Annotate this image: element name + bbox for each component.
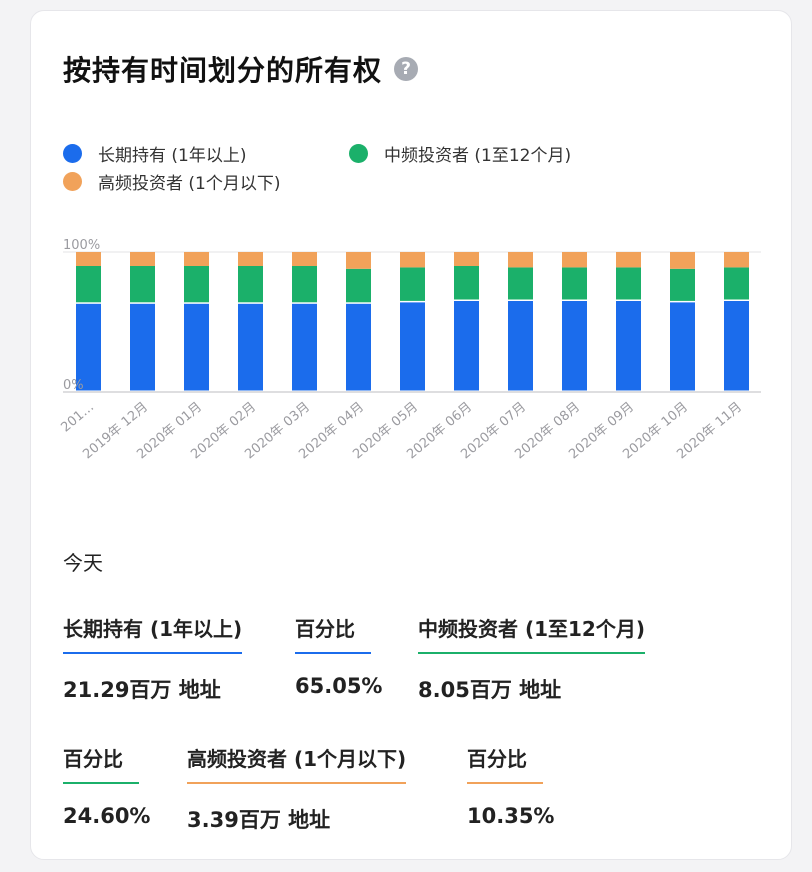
chart-bars xyxy=(76,252,749,391)
bar-segment-2-12 xyxy=(724,252,749,268)
bar-segment-1-1 xyxy=(130,266,155,303)
stat-high-frequency-percent-label: 百分比 xyxy=(467,743,543,784)
stat-long-term-percent-label: 百分比 xyxy=(295,613,371,654)
stat-high-frequency-percent: 百分比 10.35% xyxy=(467,743,554,828)
stat-long-term-percent: 百分比 65.05% xyxy=(295,613,382,698)
bar-segment-2-3 xyxy=(238,252,263,266)
bar-segment-2-0 xyxy=(76,252,101,266)
bar-segment-0-8 xyxy=(508,301,533,391)
bar-segment-2-4 xyxy=(292,252,317,266)
legend-dot-high-frequency xyxy=(63,172,82,191)
stat-long-term-label: 长期持有 (1年以上) xyxy=(63,613,243,654)
bar-segment-0-7 xyxy=(454,301,479,391)
legend-item-mid-frequency[interactable]: 中频投资者 (1至12个月) xyxy=(349,141,571,166)
bar-segment-1-7 xyxy=(454,266,479,300)
bar-segment-0-6 xyxy=(400,302,425,391)
legend-item-long-term[interactable]: 长期持有 (1年以上) xyxy=(63,141,246,166)
title-row: 按持有时间划分的所有权 ? xyxy=(63,49,419,89)
legend-dot-mid-frequency xyxy=(349,144,368,163)
bar-segment-1-3 xyxy=(238,266,263,303)
bar-segment-0-9 xyxy=(562,301,587,391)
stat-high-frequency-label: 高频投资者 (1个月以下) xyxy=(187,743,407,784)
bar-segment-0-12 xyxy=(724,301,749,391)
y-tick-label-min: 0% xyxy=(63,378,84,393)
bar-segment-2-10 xyxy=(616,252,641,268)
x-tick-label: 201… xyxy=(58,400,97,436)
bar-segment-2-7 xyxy=(454,252,479,266)
bar-segment-2-6 xyxy=(400,252,425,268)
bar-segment-2-9 xyxy=(562,252,587,268)
stat-mid-frequency-percent-value: 24.60% xyxy=(63,804,151,828)
legend-label-high-frequency: 高频投资者 (1个月以下) xyxy=(98,174,281,194)
stat-mid-frequency-value: 8.05百万 地址 xyxy=(418,678,562,702)
stat-mid-frequency: 中频投资者 (1至12个月) 8.05百万 地址 xyxy=(418,613,645,704)
bar-segment-1-2 xyxy=(184,266,209,303)
help-icon[interactable]: ? xyxy=(394,57,419,81)
stat-high-frequency: 高频投资者 (1个月以下) 3.39百万 地址 xyxy=(187,743,407,834)
ownership-card: 按持有时间划分的所有权 ? 长期持有 (1年以上) 中频投资者 (1至12个月)… xyxy=(30,10,792,860)
bar-segment-0-11 xyxy=(670,302,695,391)
bar-segment-2-11 xyxy=(670,252,695,269)
bar-segment-1-8 xyxy=(508,267,533,300)
legend-label-long-term: 长期持有 (1年以上) xyxy=(98,146,247,166)
bar-segment-0-10 xyxy=(616,301,641,391)
stat-mid-frequency-percent: 百分比 24.60% xyxy=(63,743,150,828)
bar-segment-0-5 xyxy=(346,303,371,391)
bar-segment-1-9 xyxy=(562,267,587,300)
bar-segment-0-3 xyxy=(238,303,263,391)
legend-dot-long-term xyxy=(63,144,82,163)
bar-segment-1-12 xyxy=(724,267,749,300)
bar-segment-2-8 xyxy=(508,252,533,268)
bar-segment-0-2 xyxy=(184,303,209,391)
bar-segment-0-0 xyxy=(76,303,101,391)
bar-segment-2-2 xyxy=(184,252,209,266)
bar-segment-1-4 xyxy=(292,266,317,303)
stat-high-frequency-value: 3.39百万 地址 xyxy=(187,808,331,832)
bar-segment-0-4 xyxy=(292,303,317,391)
bar-segment-0-1 xyxy=(130,303,155,391)
bar-segment-1-5 xyxy=(346,268,371,303)
y-tick-label-max: 100% xyxy=(63,238,100,253)
bar-segment-2-5 xyxy=(346,252,371,269)
bar-segment-1-0 xyxy=(76,266,101,303)
legend-item-high-frequency[interactable]: 高频投资者 (1个月以下) xyxy=(63,169,280,194)
stat-long-term-percent-value: 65.05% xyxy=(295,674,383,698)
bar-segment-2-1 xyxy=(130,252,155,266)
stat-mid-frequency-label: 中频投资者 (1至12个月) xyxy=(418,613,645,654)
stat-long-term: 长期持有 (1年以上) 21.29百万 地址 xyxy=(63,613,243,704)
bar-segment-1-11 xyxy=(670,268,695,301)
legend-label-mid-frequency: 中频投资者 (1至12个月) xyxy=(384,146,572,166)
today-label: 今天 xyxy=(63,551,103,575)
bar-segment-1-10 xyxy=(616,267,641,300)
stat-long-term-value: 21.29百万 地址 xyxy=(63,678,221,702)
stat-mid-frequency-percent-label: 百分比 xyxy=(63,743,139,784)
stat-high-frequency-percent-value: 10.35% xyxy=(467,804,555,828)
card-title: 按持有时间划分的所有权 xyxy=(63,54,383,87)
bar-segment-1-6 xyxy=(400,267,425,301)
